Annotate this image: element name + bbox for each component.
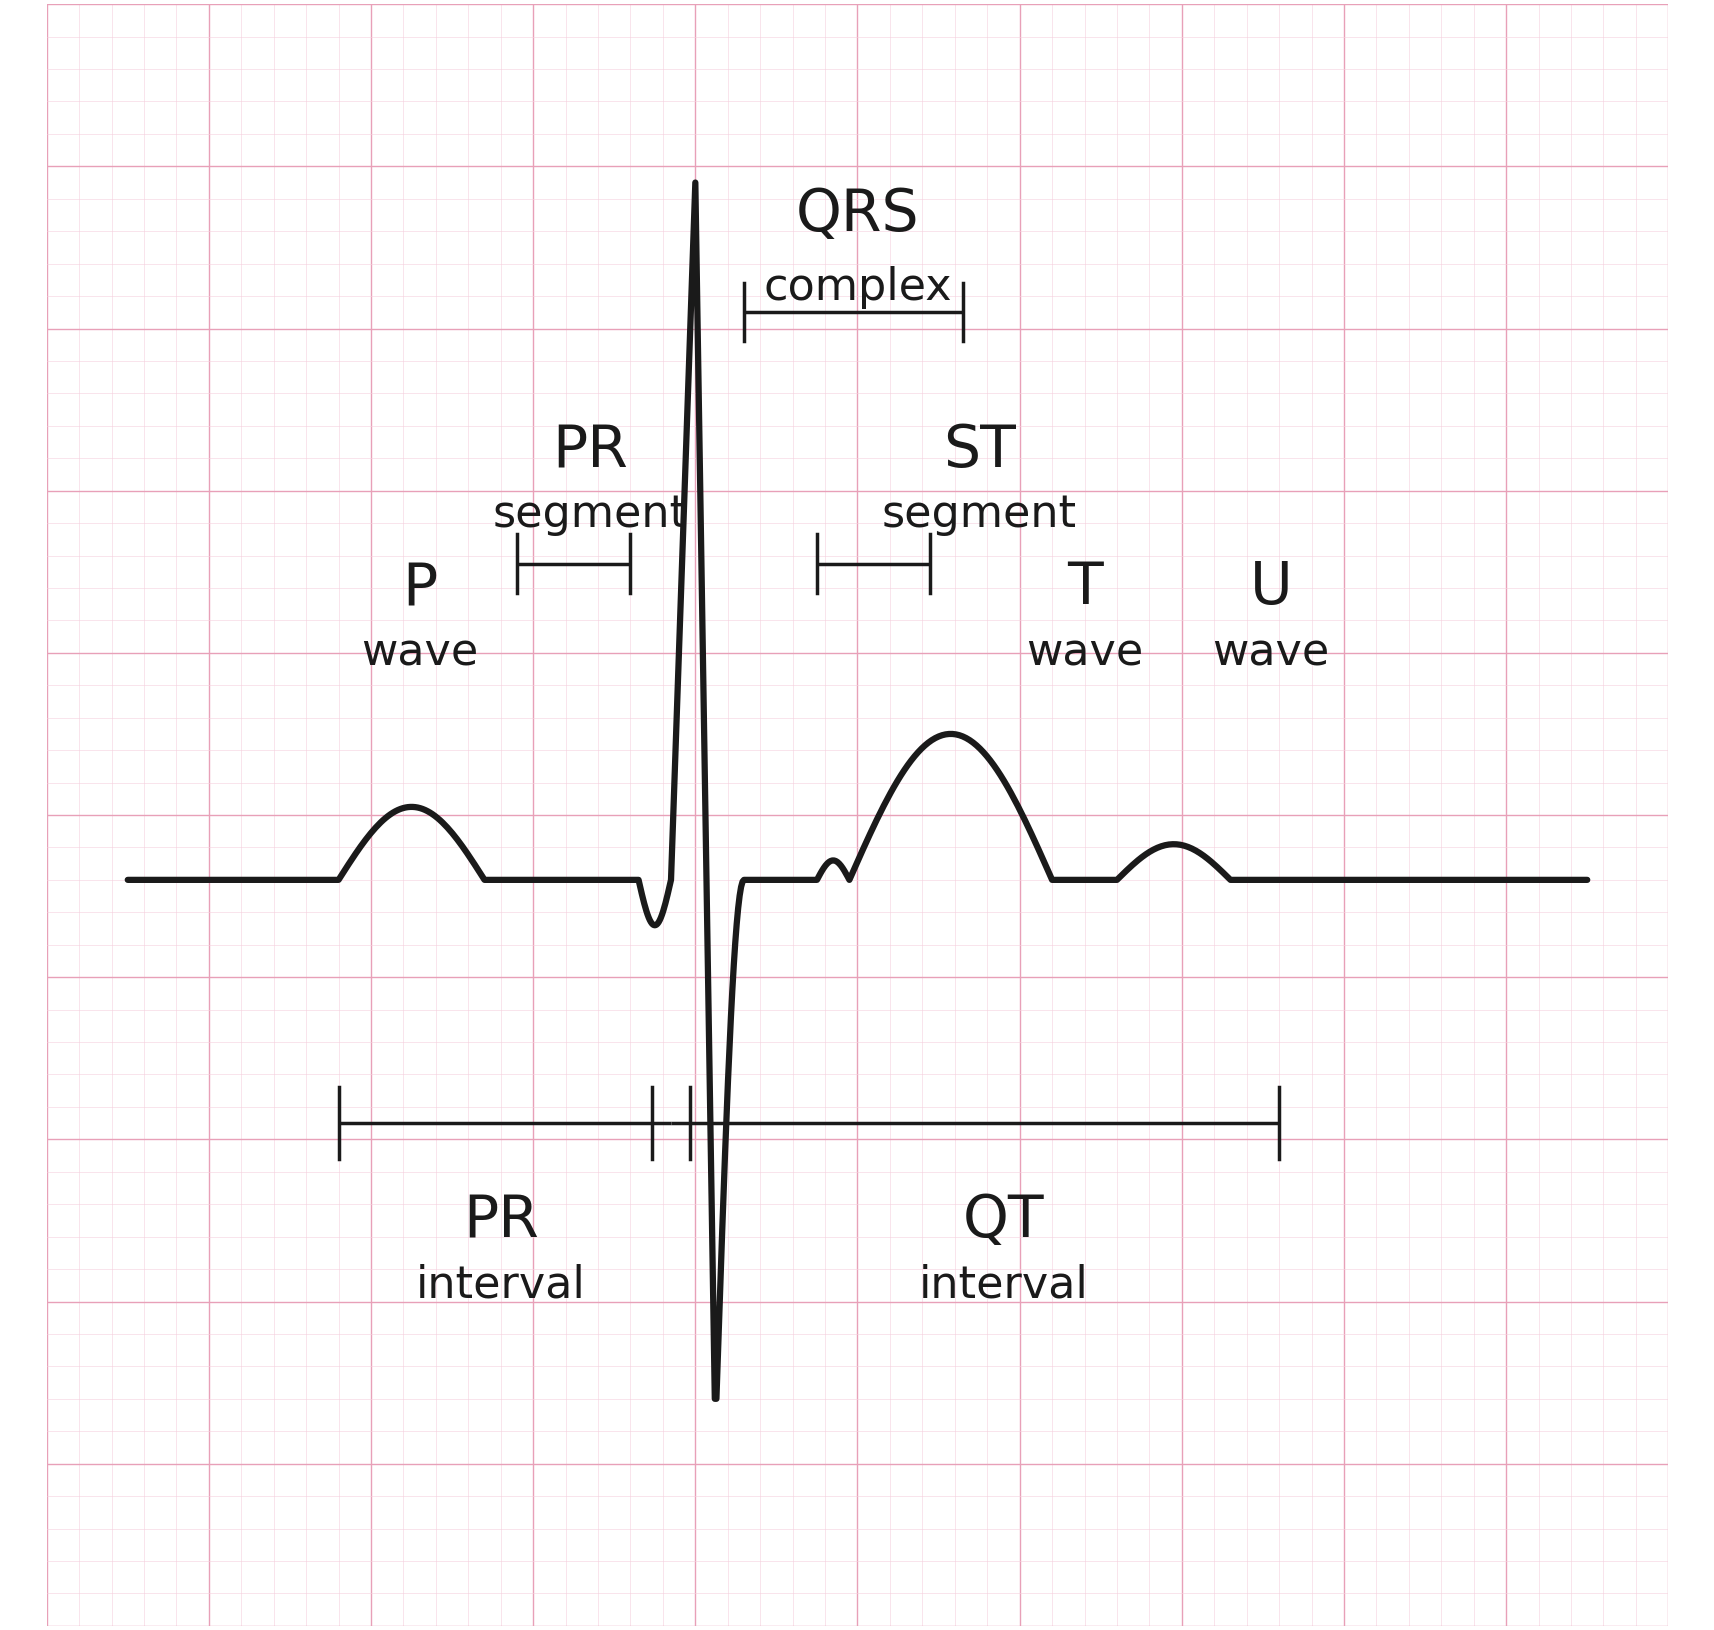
Text: interval: interval: [415, 1263, 584, 1307]
Text: interval: interval: [919, 1263, 1088, 1307]
Text: segment: segment: [881, 494, 1076, 536]
Text: complex: complex: [763, 266, 951, 310]
Text: wave: wave: [362, 631, 478, 675]
Text: QT: QT: [962, 1192, 1044, 1249]
Text: PR: PR: [463, 1192, 538, 1249]
Text: T: T: [1066, 559, 1102, 616]
Text: PR: PR: [552, 422, 627, 479]
Text: U: U: [1250, 559, 1292, 616]
Text: ST: ST: [943, 422, 1015, 479]
Text: wave: wave: [1212, 631, 1328, 675]
Text: wave: wave: [1025, 631, 1143, 675]
Text: P: P: [401, 559, 437, 616]
Text: QRS: QRS: [795, 186, 919, 243]
Text: segment: segment: [492, 494, 687, 536]
